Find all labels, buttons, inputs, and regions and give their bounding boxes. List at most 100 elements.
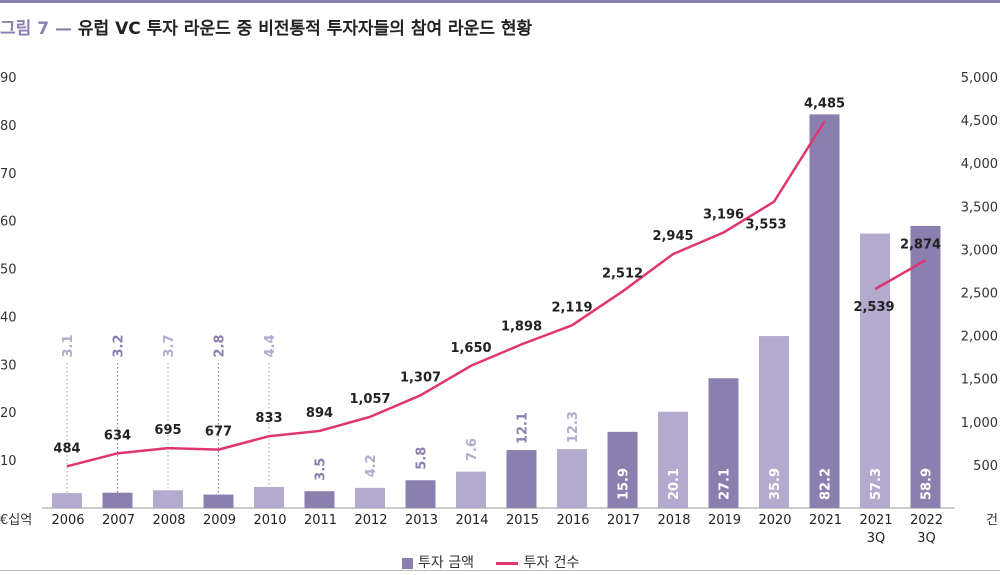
- x-tick-label: 3Q: [867, 531, 886, 546]
- line-value-label: 3,553: [745, 218, 786, 233]
- y-right-tick-label: 3,000: [961, 243, 998, 258]
- bar: [102, 492, 133, 508]
- x-tick-label: 3Q: [917, 531, 936, 546]
- bar-value-label: 82.2: [819, 468, 834, 500]
- bar: [759, 336, 789, 508]
- bottom-rule: [0, 570, 1000, 571]
- y-right-tick-label: 2,500: [961, 287, 998, 302]
- line-value-label: 634: [104, 428, 131, 443]
- bar-value-label: 35.9: [768, 468, 783, 500]
- bar-value-label: 3.2: [112, 334, 127, 357]
- title-text: 유럽 VC 투자 라운드 중 비전통적 투자자들의 참여 라운드 현황: [77, 19, 533, 39]
- x-tick-label: 2012: [354, 513, 387, 528]
- x-tick-label: 2019: [708, 513, 741, 528]
- y-left-tick-label: 40: [0, 310, 17, 325]
- legend-line-swatch: [496, 561, 519, 565]
- line-value-label: 1,650: [450, 341, 491, 356]
- line-value-label: 2,512: [602, 266, 643, 281]
- y-left-unit-label: €십억: [0, 513, 32, 528]
- line-value-label: 833: [255, 411, 282, 426]
- line-value-label: 1,307: [400, 370, 441, 385]
- bar-value-label: 2.8: [213, 334, 228, 357]
- bar: [860, 233, 890, 508]
- bar: [708, 378, 739, 508]
- bar: [607, 431, 638, 508]
- bar: [153, 490, 183, 508]
- bar-value-label: 3.1: [61, 334, 76, 357]
- bar: [557, 449, 587, 508]
- line-value-label: 1,057: [349, 392, 390, 407]
- legend-item-amount: 투자 금액: [418, 555, 474, 571]
- y-right-tick-label: 1,000: [961, 416, 998, 431]
- x-tick-label: 2021: [859, 513, 892, 528]
- legend: 투자 금액 투자 건수: [402, 552, 579, 572]
- bar: [203, 494, 234, 508]
- y-left-tick-label: 30: [0, 358, 17, 373]
- y-right-tick-label: 3,500: [961, 200, 998, 215]
- legend-item-count: 투자 건수: [523, 555, 580, 571]
- x-tick-label: 2017: [607, 513, 640, 528]
- y-right-tick-label: 1,500: [961, 373, 998, 388]
- bar: [506, 450, 537, 508]
- line-value-label: 894: [306, 406, 333, 421]
- line-value-label: 677: [205, 425, 232, 440]
- x-tick-label: 2022: [910, 513, 943, 528]
- bar-value-label: 58.9: [920, 468, 935, 500]
- y-right-tick-label: 4,500: [961, 114, 998, 129]
- line-value-label: 695: [154, 423, 181, 438]
- bar-value-label: 15.9: [617, 468, 632, 500]
- x-tick-label: 2013: [405, 513, 438, 528]
- bar: [355, 487, 385, 508]
- x-tick-label: 2007: [102, 513, 135, 528]
- y-right-tick-label: 5,000: [961, 71, 998, 86]
- y-left-tick-label: 50: [0, 263, 17, 278]
- chart-title: 그림 7 — 유럽 VC 투자 라운드 중 비전통적 투자자들의 참여 라운드 …: [0, 14, 532, 39]
- y-right-tick-label: 500: [973, 459, 998, 474]
- count-line-series: [66, 120, 826, 468]
- bar: [254, 486, 284, 508]
- bar-value-label: 12.3: [566, 411, 581, 443]
- bar: [809, 114, 840, 508]
- line-value-label: 2,945: [652, 229, 693, 244]
- y-left-tick-label: 60: [0, 215, 17, 230]
- bar-value-label: 57.3: [869, 468, 884, 500]
- bar-value-label: 12.1: [516, 412, 531, 444]
- count-line-series: [874, 259, 927, 291]
- bar-value-label: 3.7: [162, 334, 177, 357]
- x-tick-label: 2006: [51, 513, 84, 528]
- bar: [304, 491, 335, 508]
- x-tick-label: 2021: [809, 513, 842, 528]
- y-right-tick-label: 4,000: [961, 157, 998, 172]
- line-value-label: 484: [53, 441, 80, 456]
- line-value-label: 3,196: [703, 208, 744, 223]
- y-left-tick-label: 10: [0, 454, 17, 469]
- x-tick-label: 2020: [758, 513, 791, 528]
- y-left-tick-label: 20: [0, 406, 17, 421]
- bar-value-label: 7.6: [465, 438, 480, 461]
- y-left-tick-label: 90: [0, 71, 17, 86]
- bar: [456, 471, 486, 508]
- x-tick-label: 2016: [556, 513, 589, 528]
- line-value-label: 2,874: [900, 237, 941, 252]
- bar: [658, 411, 688, 508]
- line-value-label: 1,898: [501, 319, 542, 334]
- bar-value-label: 4.2: [364, 454, 379, 477]
- x-tick-label: 2015: [506, 513, 539, 528]
- figure-label: 그림 7 —: [0, 19, 78, 39]
- bar-value-label: 27.1: [718, 468, 733, 500]
- y-right-tick-label: 2,000: [961, 330, 998, 345]
- y-left-tick-label: 70: [0, 167, 17, 182]
- x-tick-label: 2010: [253, 513, 286, 528]
- bar-value-label: 20.1: [667, 468, 682, 500]
- bar-value-label: 5.8: [415, 447, 430, 470]
- bar: [405, 480, 436, 508]
- line-value-label: 2,119: [551, 300, 592, 315]
- line-value-label: 4,485: [804, 96, 845, 111]
- y-left-tick-label: 80: [0, 119, 17, 134]
- x-tick-label: 2008: [152, 513, 185, 528]
- bar: [52, 493, 82, 508]
- x-tick-label: 2009: [203, 513, 236, 528]
- bar-value-label: 4.4: [263, 334, 278, 357]
- x-tick-label: 2018: [657, 513, 690, 528]
